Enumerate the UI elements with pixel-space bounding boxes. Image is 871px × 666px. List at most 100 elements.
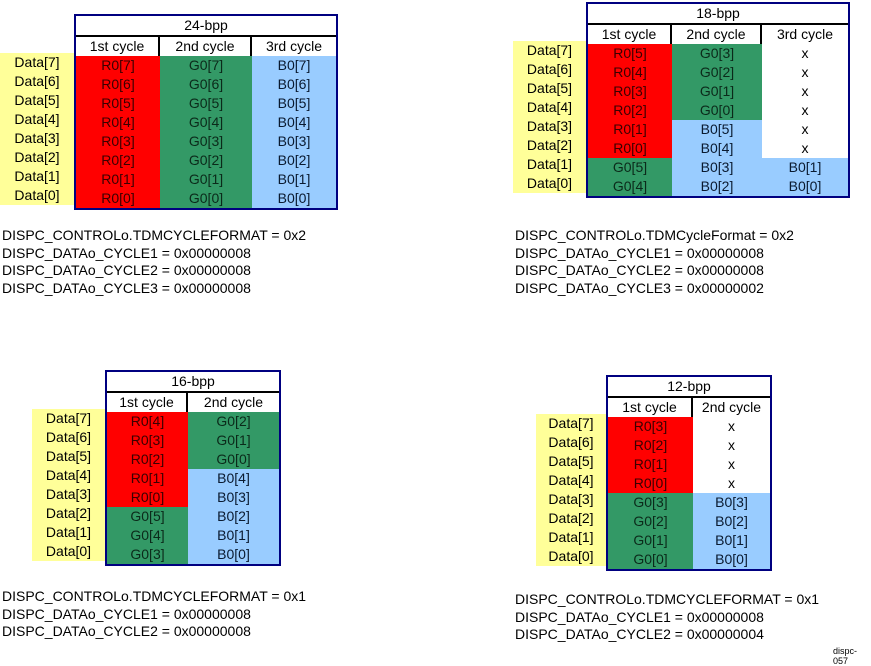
row-label: Data[7]	[45, 410, 92, 426]
bit-cell: B0[7]	[252, 56, 336, 75]
register-line: DISPC_DATAo_CYCLE2 = 0x00000004	[515, 626, 764, 642]
row-label: Data[0]	[526, 175, 573, 191]
bit-cell: x	[762, 44, 848, 63]
bit-cell: G0[2]	[188, 412, 279, 431]
register-line: DISPC_DATAo_CYCLE1 = 0x00000008	[2, 244, 251, 261]
register-line: DISPC_DATAo_CYCLE3 = 0x00000008	[2, 279, 251, 296]
cycle-header: 1st cycle	[588, 25, 672, 44]
row-label: Data[0]	[14, 187, 60, 203]
bit-cell: G0[1]	[188, 431, 279, 450]
row-label: Data[2]	[526, 137, 573, 153]
cycle-header: 2nd cycle	[203, 394, 264, 410]
row-label: Data[1]	[14, 168, 60, 184]
bit-cell: R0[2]	[608, 436, 693, 455]
bit-cell: G0[1]	[672, 82, 762, 101]
row-label: Data[2]	[45, 505, 92, 521]
bit-cell: B0[0]	[762, 177, 848, 196]
header-row: 1st cycle 2nd cycle 3rd cycle	[76, 37, 336, 56]
bit-cell: R0[3]	[588, 82, 672, 101]
register-line: DISPC_CONTROLo.TDMCYCLEFORMAT = 0x1	[515, 591, 820, 607]
bit-cell: G0[2]	[160, 151, 252, 170]
register-line: DISPC_CONTROLo.TDMCycleFormat = 0x2	[515, 227, 794, 243]
bit-cell: B0[3]	[188, 488, 279, 507]
header-row: 1st cycle 2nd cycle 3rd cycle	[588, 25, 848, 44]
register-line: DISPC_DATAo_CYCLE1 = 0x00000008	[515, 608, 764, 625]
register-line: DISPC_DATAo_CYCLE1 = 0x00000008	[2, 605, 251, 622]
bit-cell: G0[5]	[107, 507, 188, 526]
bit-cell: G0[0]	[188, 450, 279, 469]
bit-cell: G0[0]	[608, 550, 693, 569]
row-label: Data[3]	[14, 130, 60, 146]
row-label: Data[1]	[548, 529, 594, 545]
bit-cell: R0[0]	[76, 189, 160, 208]
bit-cell: R0[6]	[76, 75, 160, 94]
bit-cell: G0[6]	[160, 75, 252, 94]
row-label: Data[7]	[526, 42, 573, 58]
bit-cell: x	[693, 417, 770, 436]
bit-table: 24-bpp 1st cycle 2nd cycle 3rd cycle R0[7] R0…	[74, 14, 338, 210]
row-label: Data[2]	[548, 510, 594, 526]
bit-cell: B0[2]	[188, 507, 279, 526]
register-settings: DISPC_CONTROLo.TDMCYCLEFORMAT = 0x1 DISPC…	[2, 588, 306, 641]
bit-cell: R0[2]	[107, 450, 188, 469]
bit-cell: R0[1]	[608, 455, 693, 474]
row-labels: Data[7] Data[6] Data[5] Data[4] Data[3] Data[…	[513, 41, 586, 193]
table-title: 18-bpp	[588, 4, 848, 25]
bit-cell: x	[762, 63, 848, 82]
cell-grid: R0[3] R0[2] R0[1] R0[0] G0[3] G0[2] G0[1] G0[0]…	[608, 417, 770, 569]
bit-cell: B0[1]	[693, 531, 770, 550]
register-line: DISPC_DATAo_CYCLE2 = 0x00000008	[2, 262, 251, 278]
row-label: Data[2]	[14, 149, 60, 165]
bit-table: 18-bpp 1st cycle 2nd cycle 3rd cycle R0[5] R0…	[586, 2, 850, 198]
register-settings: DISPC_CONTROLo.TDMCYCLEFORMAT = 0x2 DISPC…	[2, 227, 306, 297]
bit-cell: R0[4]	[76, 113, 160, 132]
bit-cell: G0[4]	[588, 177, 672, 196]
row-label: Data[5]	[45, 448, 92, 464]
row-label: Data[6]	[526, 61, 573, 77]
bit-cell: B0[3]	[672, 158, 762, 177]
bit-cell: G0[2]	[608, 512, 693, 531]
bit-cell: G0[4]	[107, 526, 188, 545]
figure-id: dispc-057	[833, 646, 858, 666]
row-label: Data[5]	[526, 80, 573, 96]
row-label: Data[6]	[14, 73, 60, 89]
row-labels: Data[7] Data[6] Data[5] Data[4] Data[3] Data[…	[536, 414, 606, 566]
bit-cell: G0[0]	[672, 101, 762, 120]
row-labels: Data[7] Data[6] Data[5] Data[4] Data[3] Data[…	[0, 53, 74, 205]
bit-cell: G0[3]	[608, 493, 693, 512]
row-label: Data[4]	[45, 467, 92, 483]
bit-cell: G0[2]	[672, 63, 762, 82]
header-row: 1st cycle 2nd cycle	[608, 398, 770, 417]
bit-cell: x	[693, 474, 770, 493]
register-line: DISPC_DATAo_CYCLE2 = 0x00000008	[515, 262, 764, 278]
bit-cell: G0[5]	[160, 94, 252, 113]
register-line: DISPC_DATAo_CYCLE3 = 0x00000002	[515, 279, 764, 296]
bit-table: 16-bpp 1st cycle 2nd cycle R0[4] R0[3] R0[2] R…	[105, 370, 281, 566]
bit-cell: B0[1]	[188, 526, 279, 545]
row-label: Data[4]	[14, 111, 60, 127]
bit-cell: B0[0]	[252, 189, 336, 208]
row-label: Data[1]	[526, 156, 573, 172]
bit-cell: R0[1]	[107, 469, 188, 488]
row-label: Data[3]	[45, 486, 92, 502]
bit-cell: R0[0]	[588, 139, 672, 158]
row-label: Data[7]	[14, 54, 60, 70]
bit-cell: R0[4]	[107, 412, 188, 431]
bit-cell: G0[5]	[588, 158, 672, 177]
bit-cell: B0[4]	[252, 113, 336, 132]
row-label: Data[7]	[548, 415, 594, 431]
bit-cell: R0[0]	[107, 488, 188, 507]
cell-grid: R0[5] R0[4] R0[3] R0[2] R0[1] R0[0] G0[5] G0[4]…	[588, 44, 848, 196]
row-label: Data[3]	[548, 491, 594, 507]
row-label: Data[4]	[526, 99, 573, 115]
bit-cell: R0[7]	[76, 56, 160, 75]
cycle-header: 2nd cycle	[672, 25, 762, 44]
cycle-header: 1st cycle	[107, 393, 188, 412]
bit-cell: x	[693, 436, 770, 455]
cycle-header: 2nd cycle	[160, 37, 252, 56]
cycle-header: 1st cycle	[76, 37, 160, 56]
register-line: DISPC_CONTROLo.TDMCYCLEFORMAT = 0x2	[2, 227, 307, 243]
bit-cell: B0[3]	[252, 132, 336, 151]
bit-cell: B0[1]	[762, 158, 848, 177]
bit-cell: R0[2]	[76, 151, 160, 170]
